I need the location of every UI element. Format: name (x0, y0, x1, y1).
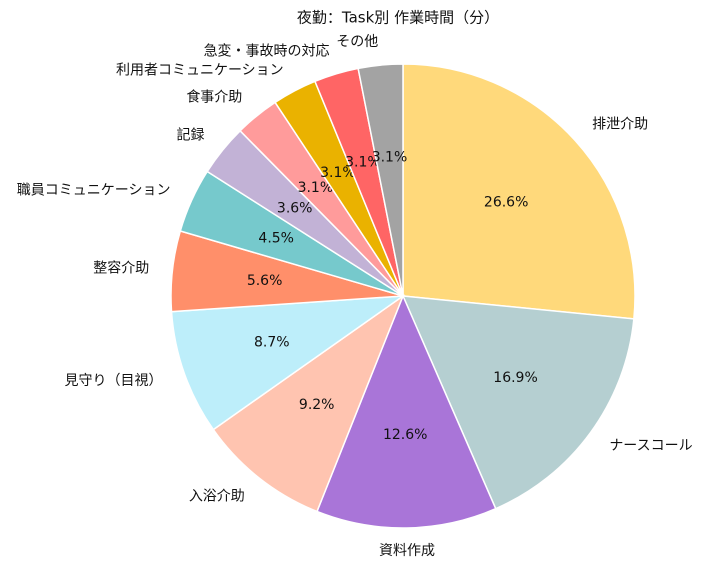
value-label: 3.1% (320, 165, 356, 181)
pie-slice (212, 293, 405, 513)
pie-slice (402, 63, 636, 320)
slice-label: ナースコール (609, 438, 692, 454)
slice-label: 食事介助 (186, 89, 242, 106)
slice-label: その他 (336, 34, 378, 50)
value-label: 9.2% (299, 397, 335, 413)
slice-label: 記録 (176, 127, 204, 144)
value-label: 5.6% (247, 273, 283, 289)
value-label: 3.6% (277, 201, 313, 217)
slice-label: 排泄介助 (592, 117, 648, 133)
slice-label: 見守り（目視） (64, 373, 162, 389)
slice-label: 資料作成 (379, 543, 435, 559)
slice-label: 急変・事故時の対応 (204, 43, 330, 60)
value-label: 16.9% (493, 370, 537, 386)
slice-label: 利用者コミュニケーション (116, 62, 284, 78)
chart-title: 夜勤：Task別 作業時間（分） (297, 9, 499, 27)
pie-slice (316, 294, 497, 529)
value-label: 12.6% (383, 427, 427, 443)
value-label: 3.1% (298, 180, 334, 196)
value-label: 4.5% (258, 231, 294, 247)
slice-label: 職員コミュニケーション (17, 183, 171, 199)
pie-slice (170, 295, 406, 431)
value-label: 26.6% (484, 195, 528, 211)
slice-label: 整容介助 (93, 259, 149, 276)
slice-label: 入浴介助 (189, 488, 245, 504)
pie-slice (357, 63, 404, 297)
value-label: 3.1% (372, 149, 408, 165)
pie-slice (401, 295, 635, 510)
value-label: 3.1% (345, 155, 381, 171)
value-label: 8.7% (254, 334, 290, 350)
